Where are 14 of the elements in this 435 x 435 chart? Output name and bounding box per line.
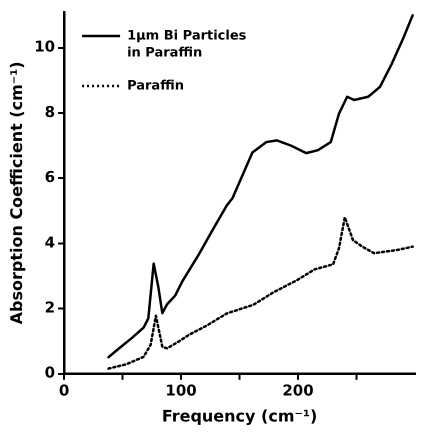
x-tick-label: 0 [58,382,70,400]
x-tick-label: 100 [165,382,197,400]
y-tick-label: 6 [44,168,56,186]
x-axis-title: Frequency (cm⁻¹) [162,406,318,426]
legend-label: Paraffin [127,78,184,94]
x-tick-label: 200 [282,382,314,400]
y-axis-title: Absorption Coefficient (cm⁻¹) [6,61,26,324]
y-tick-label: 2 [44,298,56,316]
y-tick-label: 0 [44,364,56,382]
legend-label: 1μm Bi Particles in Paraffin [127,28,247,60]
y-tick-label: 10 [34,38,56,56]
y-tick-label: 4 [44,233,56,252]
y-tick-label: 8 [44,102,56,121]
line-series [107,216,414,370]
